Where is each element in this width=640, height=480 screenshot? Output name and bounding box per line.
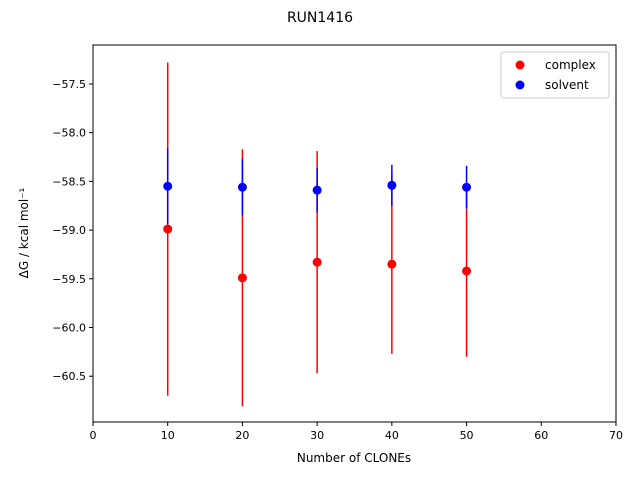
x-tick-label-20: 20: [235, 429, 249, 442]
axes: 0 10 20 30 40 50 60 70 −57.5 −58.0 −58.5 −59.0 −59.5…: [52, 44, 623, 442]
legend-label-complex: complex: [545, 58, 596, 72]
data-point-complex-40: [387, 259, 397, 269]
chart-title: RUN1416: [287, 10, 353, 26]
y-tick-label--59: −59.0: [52, 224, 86, 237]
data-point-complex-30: [312, 257, 322, 267]
data-point-complex-10: [163, 224, 173, 234]
data-point-solvent-20: [237, 182, 247, 192]
legend-box: [500, 51, 610, 99]
y-tick-label--57.5: −57.5: [52, 78, 86, 91]
y-tick-label--58.5: −58.5: [52, 175, 86, 188]
x-axis-label: Number of CLONEs: [297, 451, 411, 465]
legend-marker-solvent: [515, 80, 525, 90]
y-tick-label--58: −58.0: [52, 127, 86, 140]
data-point-solvent-30: [312, 185, 322, 195]
data-point-solvent-10: [163, 181, 173, 191]
data-point-complex-50: [462, 266, 472, 276]
y-tick-label--60.5: −60.5: [52, 370, 86, 383]
x-tick-label-30: 30: [310, 429, 324, 442]
x-tick-label-50: 50: [460, 429, 474, 442]
data-point-complex-20: [237, 273, 247, 283]
legend-marker-complex: [515, 60, 525, 70]
legend: complex solvent: [500, 51, 610, 99]
x-tick-label-10: 10: [161, 429, 175, 442]
x-tick-label-0: 0: [90, 429, 97, 442]
data-point-solvent-40: [387, 180, 397, 190]
y-axis-label: ΔG / kcal mol⁻¹: [17, 187, 31, 278]
axes-frame: [92, 44, 617, 423]
x-tick-label-60: 60: [534, 429, 548, 442]
y-tick-label--59.5: −59.5: [52, 273, 86, 286]
data-point-solvent-50: [462, 182, 472, 192]
data-points: [163, 180, 472, 283]
x-tick-label-40: 40: [385, 429, 399, 442]
legend-label-solvent: solvent: [545, 78, 589, 92]
y-tick-label--60: −60.0: [52, 322, 86, 335]
x-tick-label-70: 70: [609, 429, 623, 442]
